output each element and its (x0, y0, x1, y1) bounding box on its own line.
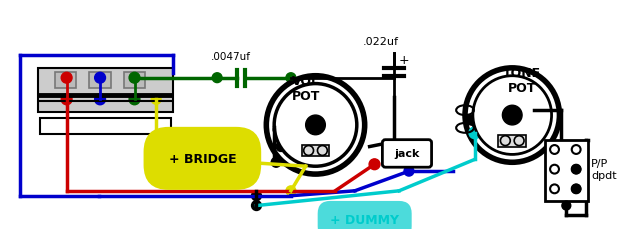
Text: + DUMMY: + DUMMY (330, 213, 399, 226)
Circle shape (274, 84, 357, 166)
Circle shape (61, 95, 72, 105)
Circle shape (466, 116, 476, 125)
Bar (302, 145, 329, 157)
Bar (89, 72, 111, 88)
Circle shape (502, 106, 522, 125)
Circle shape (95, 73, 105, 84)
Bar (123, 72, 145, 88)
Circle shape (129, 73, 140, 84)
Circle shape (271, 158, 281, 167)
Circle shape (212, 74, 222, 83)
Circle shape (529, 106, 539, 116)
Circle shape (562, 201, 571, 210)
Circle shape (276, 142, 286, 152)
Text: TONE
POT: TONE POT (503, 67, 541, 95)
Circle shape (572, 165, 580, 174)
Text: VOL
POT: VOL POT (291, 74, 320, 102)
Circle shape (61, 73, 72, 84)
Bar (498, 135, 526, 147)
Circle shape (252, 201, 262, 211)
Circle shape (572, 185, 580, 194)
Circle shape (286, 186, 296, 196)
Bar (545, 140, 588, 201)
Bar (38, 68, 173, 113)
Circle shape (404, 166, 414, 176)
Bar (55, 72, 76, 88)
Text: .022uf: .022uf (363, 37, 399, 47)
Circle shape (369, 159, 380, 170)
Bar (40, 118, 171, 134)
Circle shape (469, 127, 481, 139)
Circle shape (306, 116, 326, 135)
Text: P/P
dpdt: P/P dpdt (591, 159, 616, 180)
Text: + BRIDGE: + BRIDGE (169, 152, 236, 165)
FancyBboxPatch shape (383, 140, 432, 167)
Circle shape (129, 95, 140, 105)
Text: jack: jack (394, 149, 420, 159)
Circle shape (326, 116, 335, 125)
Text: +: + (398, 54, 409, 67)
Circle shape (273, 125, 283, 135)
Circle shape (95, 95, 105, 105)
Circle shape (286, 74, 296, 83)
Text: .0047uf: .0047uf (211, 52, 251, 62)
Circle shape (151, 95, 161, 105)
Circle shape (252, 191, 262, 201)
Circle shape (473, 76, 552, 155)
